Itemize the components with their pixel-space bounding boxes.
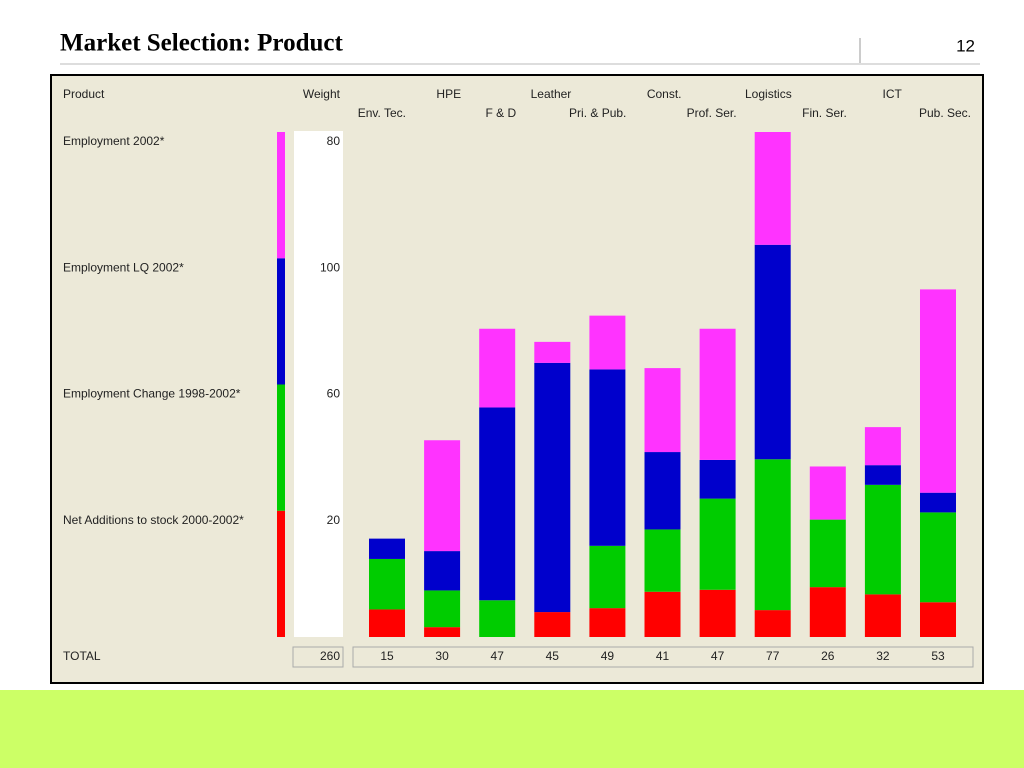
bar-segment xyxy=(699,589,736,637)
total-value: 26 xyxy=(821,649,835,663)
row-header: Product xyxy=(63,87,105,101)
bar-segment xyxy=(644,529,681,592)
bar-segment xyxy=(644,591,681,637)
bar-segment xyxy=(754,244,791,460)
bar-segment xyxy=(754,459,791,611)
weight-column xyxy=(294,131,343,637)
weight-value: 20 xyxy=(327,513,341,527)
bar-segment xyxy=(369,609,405,637)
total-value: 41 xyxy=(656,649,670,663)
bar-segment xyxy=(424,627,461,637)
total-label: TOTAL xyxy=(63,649,101,663)
bar-segment xyxy=(369,558,405,610)
category-label: Prof. Ser. xyxy=(687,106,737,120)
bar-segment xyxy=(479,407,516,601)
category-label: ICT xyxy=(883,87,903,101)
category-label: HPE xyxy=(436,87,461,101)
category-label: Leather xyxy=(531,87,572,101)
total-value: 49 xyxy=(601,649,615,663)
category-label: Env. Tec. xyxy=(358,106,406,120)
bar-segment xyxy=(589,315,626,370)
footer-band xyxy=(0,690,1024,768)
bar-segment xyxy=(534,362,571,613)
weight-strip xyxy=(277,258,285,385)
category-label: Pub. Sec. xyxy=(919,106,971,120)
bar-segment xyxy=(754,132,791,245)
weight-header: Weight xyxy=(303,87,341,101)
total-value: 47 xyxy=(711,649,725,663)
bar-segment xyxy=(589,608,626,637)
bar-segment xyxy=(479,328,516,408)
category-label: Pri. & Pub. xyxy=(569,106,626,120)
category-label: Fin. Ser. xyxy=(802,106,847,120)
bar-segment xyxy=(424,440,461,552)
page-number: 12 xyxy=(956,36,975,55)
bar-segment xyxy=(864,427,901,466)
bar-segment xyxy=(369,538,405,559)
weight-value: 100 xyxy=(320,260,340,274)
category-label: F & D xyxy=(486,106,517,120)
bar-segment xyxy=(754,610,791,637)
total-value: 30 xyxy=(435,649,449,663)
bar-segment xyxy=(589,545,626,609)
bar-segment xyxy=(644,368,681,453)
bar-segment xyxy=(699,459,736,499)
total-value: 77 xyxy=(766,649,780,663)
total-weight: 260 xyxy=(320,649,340,663)
bar-segment xyxy=(534,341,571,363)
category-label: Logistics xyxy=(745,87,792,101)
bar-segment xyxy=(809,466,846,520)
bar-segment xyxy=(809,519,846,588)
weight-value: 80 xyxy=(327,134,341,148)
bar-segment xyxy=(920,512,956,603)
bar-segment xyxy=(424,551,461,591)
weight-strip xyxy=(277,510,285,637)
series-name: Employment LQ 2002* xyxy=(63,260,184,274)
bar-segment xyxy=(589,369,626,546)
total-weight-box xyxy=(292,646,344,668)
bar-segment xyxy=(424,590,461,628)
series-name: Employment Change 1998-2002* xyxy=(63,387,241,401)
series-name: Net Additions to stock 2000-2002* xyxy=(63,513,244,527)
bar-segment xyxy=(920,289,956,493)
series-name: Employment 2002* xyxy=(63,134,165,148)
total-value: 45 xyxy=(546,649,560,663)
bar-segment xyxy=(644,452,681,530)
bar-segment xyxy=(864,594,901,637)
weight-value: 60 xyxy=(327,387,341,401)
bar-segment xyxy=(479,600,516,637)
total-value: 15 xyxy=(380,649,394,663)
weight-strip xyxy=(277,132,285,259)
bar-segment xyxy=(864,465,901,485)
total-value: 47 xyxy=(491,649,505,663)
slide-title: Market Selection: Product xyxy=(60,30,343,57)
category-label: Const. xyxy=(647,87,682,101)
bar-segment xyxy=(534,612,571,637)
bar-segment xyxy=(920,492,956,513)
bar-segment xyxy=(920,602,956,637)
bar-segment xyxy=(864,484,901,595)
bar-segment xyxy=(809,587,846,637)
totals-box xyxy=(352,646,974,668)
bar-segment xyxy=(699,498,736,590)
total-value: 53 xyxy=(931,649,945,663)
bar-segment xyxy=(699,328,736,460)
total-value: 32 xyxy=(876,649,890,663)
weight-strip xyxy=(277,384,285,511)
